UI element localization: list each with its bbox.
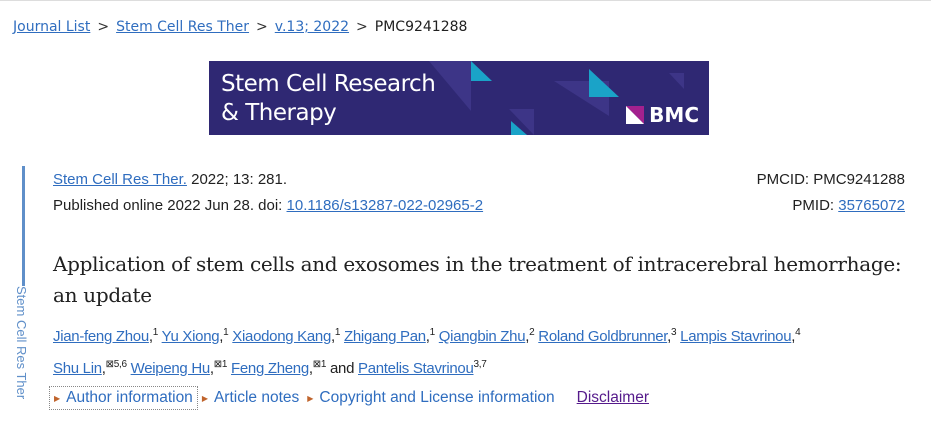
journal-banner[interactable]: Stem Cell Research & Therapy BMC: [209, 61, 709, 135]
sidebar-label: Stem Cell Res Ther: [14, 286, 29, 400]
author-link[interactable]: Shu Lin: [53, 360, 102, 377]
bmc-logo-icon: [626, 106, 645, 124]
published-row: Published online 2022 Jun 28. doi: 10.11…: [53, 197, 905, 214]
breadcrumb-journal[interactable]: Stem Cell Res Ther: [116, 19, 250, 35]
citation-row: Stem Cell Res Ther. 2022; 13: 281. PMCID…: [53, 171, 905, 188]
banner-decoration: [429, 61, 684, 135]
and-text: and: [329, 360, 355, 377]
affiliation-sup[interactable]: ⊠1: [213, 359, 228, 370]
author-link[interactable]: Feng Zheng: [231, 360, 309, 377]
sidebar-line: [22, 166, 25, 401]
disclaimer-link[interactable]: Disclaimer: [576, 389, 649, 406]
author-link[interactable]: Xiaodong Kang: [232, 328, 331, 345]
breadcrumb-journal-list[interactable]: Journal List: [13, 19, 91, 35]
author-link[interactable]: Qiangbin Zhu: [438, 328, 526, 345]
banner-title: Stem Cell Research & Therapy: [221, 71, 436, 126]
article-title: Application of stem cells and exosomes i…: [53, 252, 902, 307]
affiliation-sup[interactable]: 1: [223, 327, 229, 338]
triangle-right-icon: ▶: [307, 393, 314, 403]
affiliation-sup[interactable]: 2: [529, 327, 535, 338]
pmcid: PMCID: PMC9241288: [756, 171, 905, 188]
affiliation-sup[interactable]: 4: [795, 327, 801, 338]
triangle-right-icon: ▶: [54, 393, 61, 403]
breadcrumb: Journal List > Stem Cell Res Ther > v.13; 20…: [13, 19, 467, 35]
separator: >: [356, 19, 368, 35]
doi-link[interactable]: 10.1186/s13287-022-02965-2: [286, 197, 484, 214]
author-information-toggle[interactable]: ▶ Author information: [49, 386, 198, 410]
author-link[interactable]: Weipeng Hu: [130, 360, 211, 377]
author-link[interactable]: Yu Xiong: [161, 328, 220, 345]
citation-details: 2022; 13: 281.: [186, 171, 288, 188]
bmc-logo: BMC: [626, 103, 699, 127]
triangle-right-icon: ▶: [201, 393, 208, 403]
affiliation-sup[interactable]: ⊠1: [312, 359, 327, 370]
affiliation-sup[interactable]: 1: [334, 327, 341, 338]
journal-link[interactable]: Stem Cell Res Ther.: [53, 171, 187, 188]
copyright-toggle[interactable]: ▶ Copyright and License information: [307, 389, 555, 406]
affiliation-sup[interactable]: 3,7: [473, 359, 487, 370]
author-link[interactable]: Lampis Stavrinou: [680, 328, 792, 345]
separator: >: [97, 19, 110, 35]
article-notes-toggle[interactable]: ▶ Article notes: [201, 389, 300, 406]
author-link[interactable]: Pantelis Stavrinou: [358, 360, 474, 377]
pmid-link[interactable]: 35765072: [838, 197, 905, 214]
author-link[interactable]: Jian-feng Zhou: [53, 328, 149, 345]
affiliation-sup[interactable]: ⊠5,6: [105, 359, 127, 370]
pmid-label: PMID:: [792, 197, 839, 214]
published-date: Published online 2022 Jun 28. doi:: [53, 197, 287, 214]
author-link[interactable]: Zhigang Pan: [344, 328, 426, 345]
article-info-bar: ▶ Author information ▶ Article notes ▶ Copy…: [49, 386, 649, 410]
breadcrumb-current: PMC9241288: [374, 19, 468, 35]
author-link[interactable]: Roland Goldbrunner: [538, 328, 668, 345]
affiliation-sup[interactable]: 1: [152, 327, 159, 338]
author-list: Jian-feng Zhou,1 Yu Xiong,1 Xiaodong Kan…: [53, 327, 801, 377]
breadcrumb-volume[interactable]: v.13; 2022: [274, 19, 350, 35]
sidebar-journal-tab[interactable]: Stem Cell Res Ther: [7, 286, 37, 401]
affiliation-sup[interactable]: 3: [671, 327, 677, 338]
affiliation-sup[interactable]: 1: [429, 327, 436, 338]
separator: >: [256, 19, 268, 35]
